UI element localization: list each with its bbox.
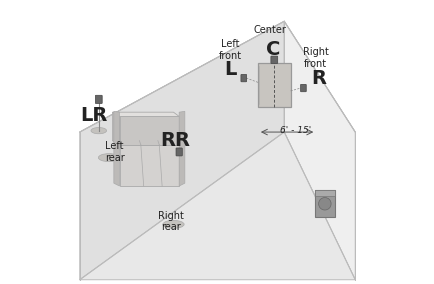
FancyBboxPatch shape — [314, 190, 334, 196]
Text: Right
front: Right front — [302, 47, 328, 69]
Polygon shape — [114, 111, 119, 186]
Polygon shape — [79, 132, 355, 280]
Text: Left
front: Left front — [218, 39, 241, 60]
FancyBboxPatch shape — [176, 148, 182, 156]
Polygon shape — [179, 111, 184, 186]
FancyBboxPatch shape — [300, 84, 306, 92]
FancyBboxPatch shape — [257, 63, 290, 107]
Polygon shape — [119, 116, 179, 145]
Text: R: R — [310, 69, 325, 87]
Text: L: L — [224, 60, 236, 79]
FancyBboxPatch shape — [314, 190, 334, 217]
Polygon shape — [119, 145, 179, 186]
Text: Right
rear: Right rear — [158, 211, 183, 232]
Circle shape — [318, 198, 330, 210]
Ellipse shape — [162, 220, 184, 228]
FancyBboxPatch shape — [240, 74, 246, 82]
Text: Center: Center — [253, 25, 286, 35]
Polygon shape — [79, 21, 355, 132]
Text: 6' - 15': 6' - 15' — [279, 126, 310, 135]
FancyBboxPatch shape — [95, 95, 102, 104]
Polygon shape — [283, 21, 355, 280]
Polygon shape — [79, 21, 283, 280]
Ellipse shape — [98, 154, 119, 162]
Text: RR: RR — [160, 131, 190, 150]
Ellipse shape — [91, 128, 106, 134]
Polygon shape — [112, 112, 179, 116]
Text: LR: LR — [80, 106, 107, 124]
FancyBboxPatch shape — [270, 56, 277, 64]
Polygon shape — [112, 112, 119, 145]
Text: C: C — [265, 40, 279, 59]
Text: Left
rear: Left rear — [105, 141, 125, 163]
Polygon shape — [112, 141, 179, 145]
